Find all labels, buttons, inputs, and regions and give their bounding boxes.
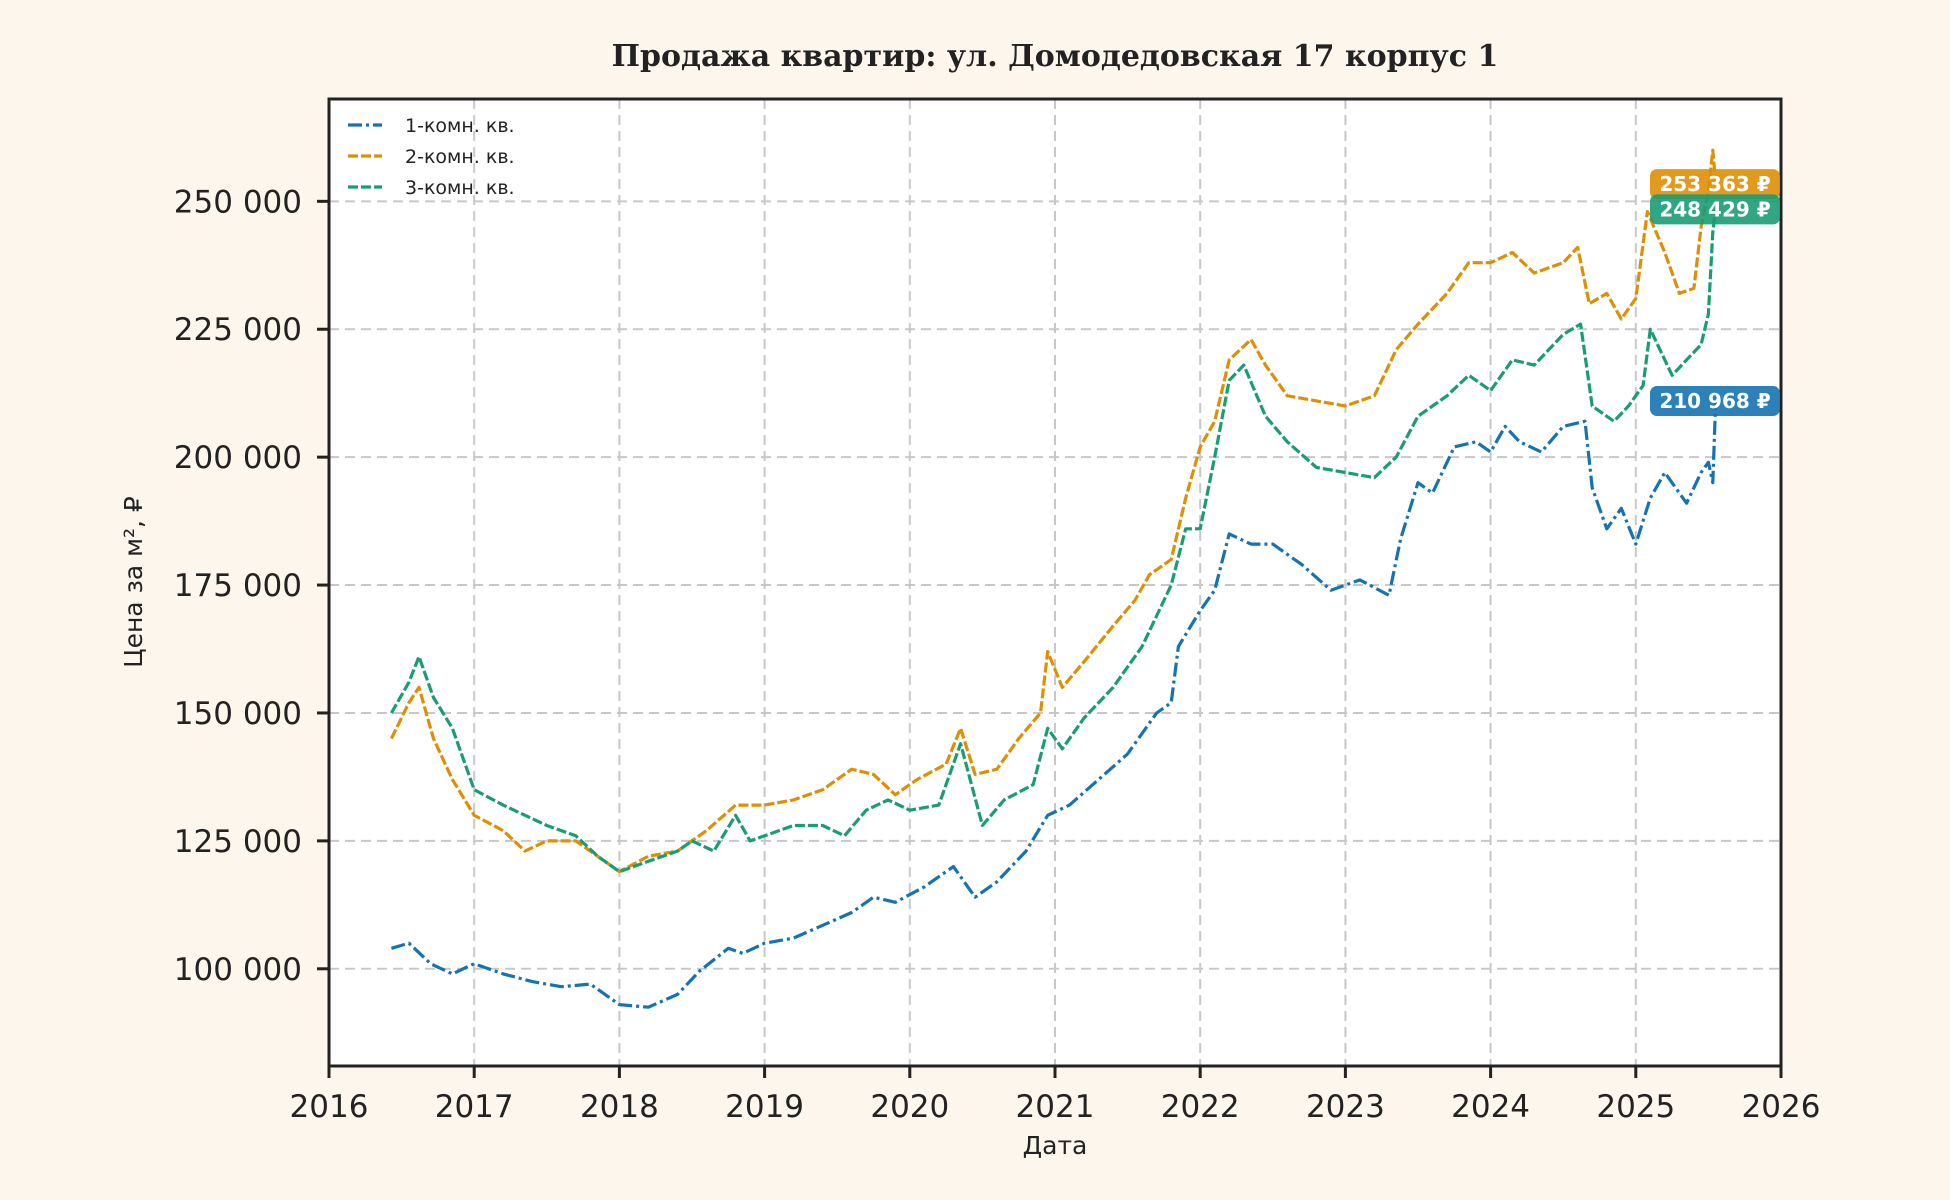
y-tick-label: 175 000 xyxy=(174,568,302,604)
x-axis-label: Дата xyxy=(1023,1131,1088,1160)
last-value-badge xyxy=(1650,194,1780,225)
series-line xyxy=(390,209,1718,874)
x-tick-label: 2023 xyxy=(1306,1089,1385,1125)
series-line xyxy=(390,400,1718,1009)
x-tick-label: 2021 xyxy=(1016,1089,1095,1125)
x-tick-label: 2016 xyxy=(290,1089,369,1125)
last-value-badges: 210 968 ₽ 253 363 ₽248 429 ₽ xyxy=(1650,169,1780,417)
y-tick-label: 125 000 xyxy=(174,824,302,860)
y-tick-label: 150 000 xyxy=(174,696,302,732)
last-value-label: 248 429 ₽ xyxy=(1659,197,1770,221)
x-tick-label: 2020 xyxy=(870,1089,949,1125)
y-axis-label: Цена за м², ₽ xyxy=(119,496,148,668)
series-line xyxy=(389,148,1718,874)
chart-title: Продажа квартир: ул. Домодедовская 17 ко… xyxy=(612,39,1499,74)
x-tick-label: 2024 xyxy=(1451,1089,1530,1125)
y-axis: 100 000 125 000 150 000 175 000 200 000 225 0… xyxy=(174,184,329,988)
x-tick-label: 2025 xyxy=(1596,1089,1675,1125)
y-tick-label: 250 000 xyxy=(174,184,302,220)
x-tick-label: 2017 xyxy=(435,1089,514,1125)
last-value-label: 253 363 ₽ xyxy=(1659,172,1770,196)
y-tick-label: 225 000 xyxy=(174,312,302,348)
x-tick-label: 2018 xyxy=(580,1089,659,1125)
legend-label: 1-комн. кв. xyxy=(405,115,515,137)
x-tick-label: 2019 xyxy=(725,1089,804,1125)
legend: 1-комн. кв. 2-комн. кв. 3-комн. кв. xyxy=(348,115,515,199)
last-value-badge xyxy=(1650,169,1780,200)
x-tick-label: 2022 xyxy=(1161,1089,1240,1125)
legend-label: 2-комн. кв. xyxy=(405,146,515,168)
x-axis: 2016 2017 2018 2019 2020 2021 2022 2023 2024 2025… xyxy=(290,1066,1821,1125)
legend-label: 3-комн. кв. xyxy=(405,177,515,199)
y-tick-label: 100 000 xyxy=(174,952,302,988)
last-value-badge xyxy=(1650,386,1780,417)
last-value-label: 210 968 ₽ xyxy=(1659,389,1770,413)
y-tick-label: 200 000 xyxy=(174,440,302,476)
series-layer xyxy=(389,148,1718,1009)
x-tick-label: 2026 xyxy=(1742,1089,1821,1125)
